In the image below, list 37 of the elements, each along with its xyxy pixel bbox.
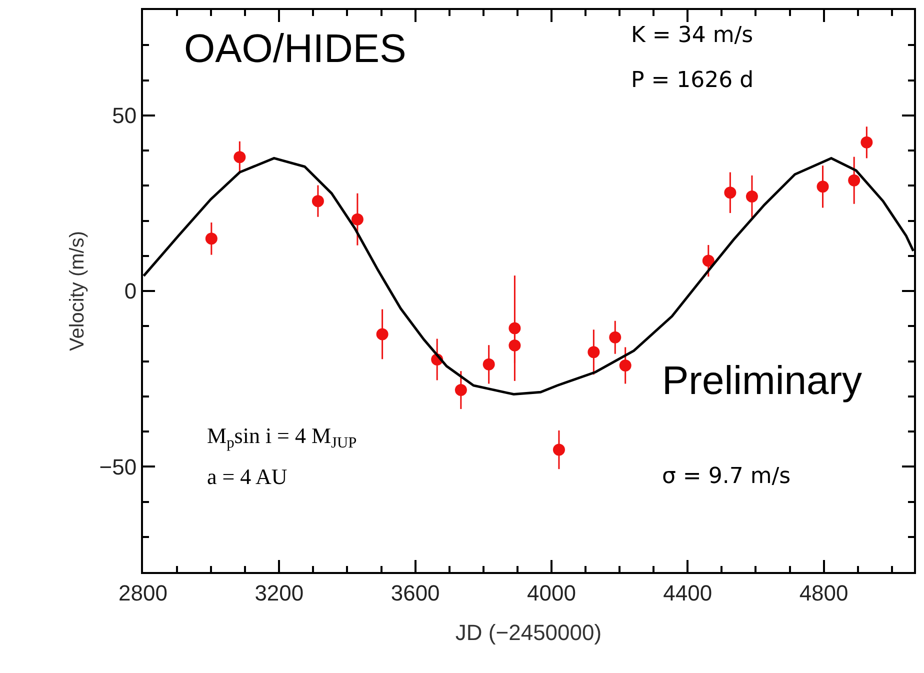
point bbox=[508, 339, 521, 352]
point bbox=[482, 358, 495, 370]
x-tick-label: 4800 bbox=[799, 580, 848, 606]
y-tick-label: 50 bbox=[112, 103, 137, 128]
point bbox=[816, 180, 829, 193]
point bbox=[552, 444, 565, 456]
x-axis-title: JD (−2450000) bbox=[455, 620, 602, 645]
x-tick-label: 4400 bbox=[663, 580, 712, 606]
point bbox=[702, 254, 714, 267]
x-tick-label: 3200 bbox=[254, 580, 304, 606]
point bbox=[454, 384, 467, 396]
annotation: σ = 9.7 m/s bbox=[662, 464, 791, 489]
y-tick-label: −50 bbox=[99, 454, 137, 480]
annotation: a = 4 AU bbox=[207, 464, 288, 489]
point bbox=[508, 322, 521, 334]
point bbox=[205, 232, 218, 245]
point bbox=[376, 328, 388, 340]
annotation: Preliminary bbox=[662, 359, 862, 403]
point bbox=[848, 174, 860, 186]
x-tick-label: 2800 bbox=[118, 580, 168, 606]
point bbox=[746, 190, 758, 203]
point bbox=[351, 213, 364, 226]
point bbox=[312, 195, 324, 208]
annotation: K = 34 m/s bbox=[631, 23, 754, 48]
y-tick-label: 0 bbox=[124, 278, 137, 304]
point bbox=[724, 186, 736, 199]
point bbox=[860, 136, 873, 148]
point bbox=[234, 151, 246, 164]
point bbox=[619, 359, 632, 372]
x-tick-label: 3600 bbox=[390, 580, 440, 606]
annotation: OAO/HIDES bbox=[184, 27, 406, 71]
x-tick-label: 4000 bbox=[527, 580, 576, 606]
point bbox=[588, 346, 600, 358]
annotation: P = 1626 d bbox=[631, 68, 754, 93]
point bbox=[609, 331, 622, 344]
y-axis-title: Velocity (m/s) bbox=[66, 230, 88, 352]
annotation: M$_{p}$sin i = 4 M$_{JUP}$ bbox=[207, 423, 357, 452]
